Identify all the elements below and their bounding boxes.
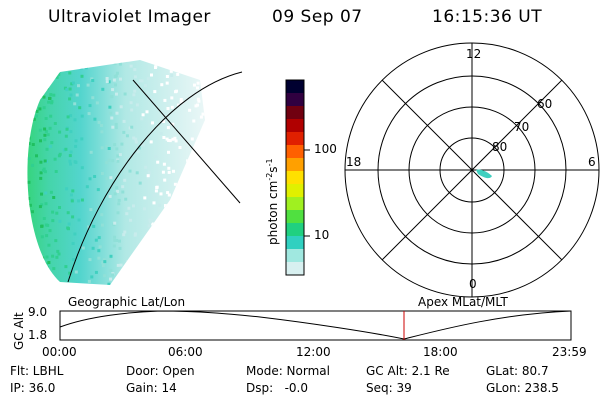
lat-label-70: 70: [514, 120, 530, 134]
timeline-xtick-1200: 12:00: [296, 345, 331, 359]
polar-plot: [344, 42, 600, 298]
instrument-title: Ultraviolet Imager: [48, 7, 211, 27]
timeline-ytick-1-8: 1.8: [28, 328, 48, 342]
timeline-xtick-0000: 00:00: [42, 345, 77, 359]
status-ip: IP: 36.0: [10, 381, 56, 395]
status-seq: Seq: 39: [366, 381, 412, 395]
altitude-timeline: [59, 310, 572, 341]
colorbar-segment: [286, 132, 304, 146]
colorbar-segment: [286, 106, 304, 120]
apex-panel-title: Apex MLat/MLT: [418, 295, 508, 309]
colorbar-segment: [286, 223, 304, 237]
colorbar-unit-label: photon cm-2s-1: [265, 158, 280, 245]
colorbar-segment: [286, 93, 304, 107]
colorbar-segment: [286, 197, 304, 211]
colorbar-segment: [286, 249, 304, 263]
status-filter: Flt: LBHL: [10, 364, 64, 378]
colorbar-segment: [286, 145, 304, 159]
status-dsp: Dsp: -0.0: [246, 381, 309, 395]
colorbar-segment: [286, 210, 304, 224]
status-glon: GLon: 238.5: [486, 381, 559, 395]
colorbar-segment: [286, 184, 304, 198]
mlt-label-6: 6: [588, 155, 596, 169]
timeline-ylabel: GC Alt: [12, 312, 26, 350]
colorbar-tick-100: 100: [314, 142, 337, 156]
date-label: 09 Sep 07: [272, 7, 363, 27]
timeline-xtick-0600: 06:00: [168, 345, 203, 359]
geographic-image: [27, 60, 243, 285]
status-glat: GLat: 80.7: [486, 364, 549, 378]
colorbar-segment: [286, 158, 304, 172]
status-mode: Mode: Normal: [246, 364, 330, 378]
lat-label-80: 80: [492, 140, 508, 154]
colorbar-segment: [286, 262, 304, 276]
colorbar-segment: [286, 236, 304, 250]
status-gc-alt: GC Alt: 2.1 Re: [366, 364, 450, 378]
time-label: 16:15:36 UT: [432, 7, 543, 27]
timeline-xtick-1800: 18:00: [423, 345, 458, 359]
status-gain: Gain: 14: [126, 381, 177, 395]
altitude-curve: [59, 310, 572, 340]
colorbar-tick-10: 10: [314, 228, 330, 242]
lat-label-60: 60: [537, 97, 553, 111]
colorbar-segment: [286, 119, 304, 133]
colorbar: [286, 80, 304, 276]
mlt-label-18: 18: [346, 155, 362, 169]
meridian-line: [132, 79, 241, 204]
colorbar-segment: [286, 171, 304, 185]
timeline-ytick-9: 9.0: [28, 305, 48, 319]
timeline-xtick-2359: 23:59: [552, 345, 587, 359]
mlt-label-12: 12: [466, 47, 482, 61]
terminator-arc: [67, 71, 243, 283]
colorbar-segment: [286, 80, 304, 94]
mlt-label-0: 0: [469, 277, 477, 291]
status-door: Door: Open: [126, 364, 195, 378]
geo-panel-title: Geographic Lat/Lon: [68, 295, 186, 309]
